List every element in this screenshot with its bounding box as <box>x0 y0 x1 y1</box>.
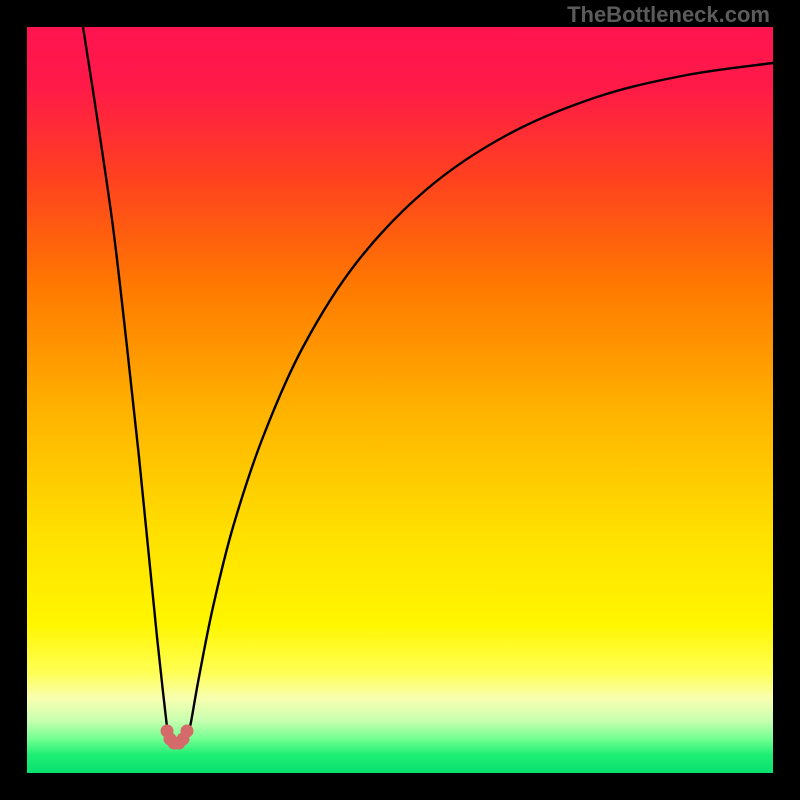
plot-area <box>27 27 773 773</box>
valley-markers <box>161 725 194 750</box>
valley-marker <box>181 725 194 738</box>
curve-right-branch <box>187 63 773 739</box>
curve-left-branch <box>83 27 169 739</box>
chart-frame: TheBottleneck.com <box>0 0 800 800</box>
attribution-text: TheBottleneck.com <box>567 2 770 28</box>
bottleneck-curve <box>27 27 773 773</box>
